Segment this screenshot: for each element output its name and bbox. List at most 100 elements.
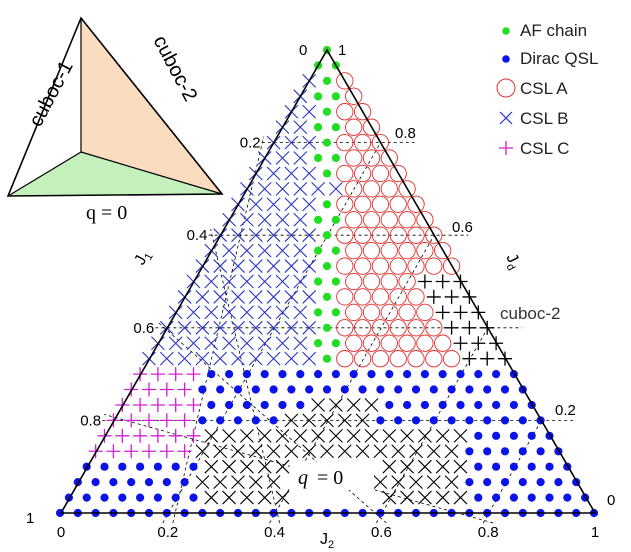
marker-263 [305, 385, 314, 394]
marker-240 [296, 370, 305, 379]
marker-212 [177, 351, 192, 366]
marker-319 [447, 416, 456, 425]
marker-82 [284, 228, 299, 243]
marker-239 [278, 370, 287, 379]
inset-phase-triangle: cuboc-1 cuboc-2 q = 0 [6, 16, 224, 224]
marker-98 [331, 246, 340, 255]
inset-divider-3 [80, 151, 223, 195]
marker-374 [500, 447, 510, 456]
marker-156 [222, 305, 236, 320]
marker-284 [260, 400, 269, 410]
marker-269 [411, 385, 421, 394]
marker-221 [336, 350, 354, 368]
marker-228 [462, 351, 477, 366]
marker-54 [398, 180, 416, 198]
marker-434 [222, 490, 236, 505]
marker-238 [260, 370, 269, 379]
marker-322 [500, 416, 510, 425]
marker-411 [248, 475, 263, 490]
marker-360 [248, 444, 263, 459]
marker-80 [248, 228, 263, 243]
marker-385 [204, 459, 219, 474]
marker-29 [275, 151, 290, 165]
marker-39 [302, 166, 317, 181]
marker-12 [322, 107, 332, 116]
marker-447 [545, 493, 554, 502]
marker-388 [257, 459, 272, 474]
marker-101 [380, 241, 398, 260]
legend-marker-1 [502, 55, 510, 63]
marker-150 [426, 289, 441, 304]
marker-178 [284, 320, 299, 335]
marker-34 [362, 149, 381, 167]
marker-5 [336, 72, 354, 90]
marker-176 [248, 320, 263, 335]
marker-208 [471, 336, 486, 351]
marker-343 [418, 428, 432, 443]
marker-310 [284, 413, 299, 428]
marker-103 [416, 241, 434, 260]
marker-233 [168, 367, 183, 382]
marker-415 [409, 475, 423, 490]
marker-139 [231, 290, 245, 304]
marker-94 [257, 243, 272, 258]
marker-265 [340, 385, 349, 394]
marker-323 [518, 416, 527, 425]
inset-divider-2 [7, 151, 82, 197]
marker-217 [266, 351, 281, 366]
marker-193 [204, 336, 219, 351]
marker-159 [275, 305, 290, 320]
marker-412 [266, 475, 281, 490]
marker-108 [248, 259, 263, 273]
marker-71 [314, 215, 323, 224]
marker-140 [248, 290, 263, 304]
marker-234 [186, 367, 201, 382]
marker-398 [527, 462, 536, 471]
marker-211 [159, 351, 174, 366]
marker-74 [362, 211, 381, 229]
marker-20 [362, 118, 381, 136]
marker-93 [240, 243, 254, 258]
marker-297 [492, 400, 501, 410]
marker-7 [314, 92, 323, 101]
marker-327 [133, 428, 148, 443]
marker-404 [127, 478, 136, 487]
triangle-outline [59, 48, 597, 514]
marker-89 [407, 226, 425, 244]
tick-label-j1-5: 1 [26, 510, 34, 527]
marker-301 [124, 413, 139, 428]
marker-352 [106, 444, 121, 459]
marker-419 [483, 478, 492, 487]
marker-17 [314, 123, 323, 132]
marker-386 [222, 459, 236, 474]
marker-119 [442, 257, 461, 275]
marker-382 [153, 462, 162, 471]
marker-192 [186, 336, 201, 351]
marker-218 [284, 351, 299, 366]
marker-223 [371, 350, 390, 368]
marker-232 [150, 367, 165, 382]
marker-205 [416, 334, 434, 352]
marker-278 [150, 397, 165, 412]
marker-291 [385, 400, 394, 410]
marker-302 [142, 413, 156, 428]
marker-114 [353, 257, 372, 275]
marker-304 [177, 413, 192, 428]
marker-16 [293, 120, 308, 135]
marker-167 [416, 303, 434, 322]
inset-label-cuboc1: cuboc-1 [25, 57, 78, 130]
marker-110 [284, 259, 299, 273]
marker-195 [240, 336, 254, 351]
marker-118 [425, 257, 443, 275]
marker-187 [444, 320, 459, 335]
marker-44 [389, 164, 407, 183]
marker-444 [492, 493, 501, 502]
marker-25 [336, 133, 354, 152]
region-label-cuboc2: cuboc-2 [500, 304, 560, 323]
marker-442 [453, 490, 468, 505]
marker-330 [186, 428, 201, 443]
marker-58 [284, 197, 299, 212]
tick-label-j1-2: 0.4 [187, 227, 208, 244]
marker-216 [248, 351, 263, 366]
marker-224 [389, 350, 407, 368]
